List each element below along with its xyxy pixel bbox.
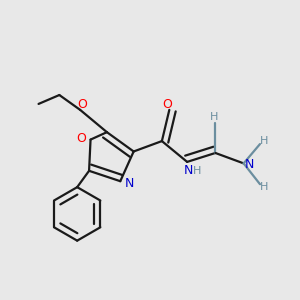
- Text: N: N: [124, 177, 134, 190]
- Text: N: N: [184, 164, 193, 177]
- Text: O: O: [78, 98, 88, 111]
- Text: H: H: [210, 112, 218, 122]
- Text: N: N: [245, 158, 254, 171]
- Text: H: H: [194, 166, 202, 176]
- Text: H: H: [260, 182, 269, 192]
- Text: O: O: [76, 132, 86, 145]
- Text: O: O: [162, 98, 172, 111]
- Text: H: H: [260, 136, 269, 146]
